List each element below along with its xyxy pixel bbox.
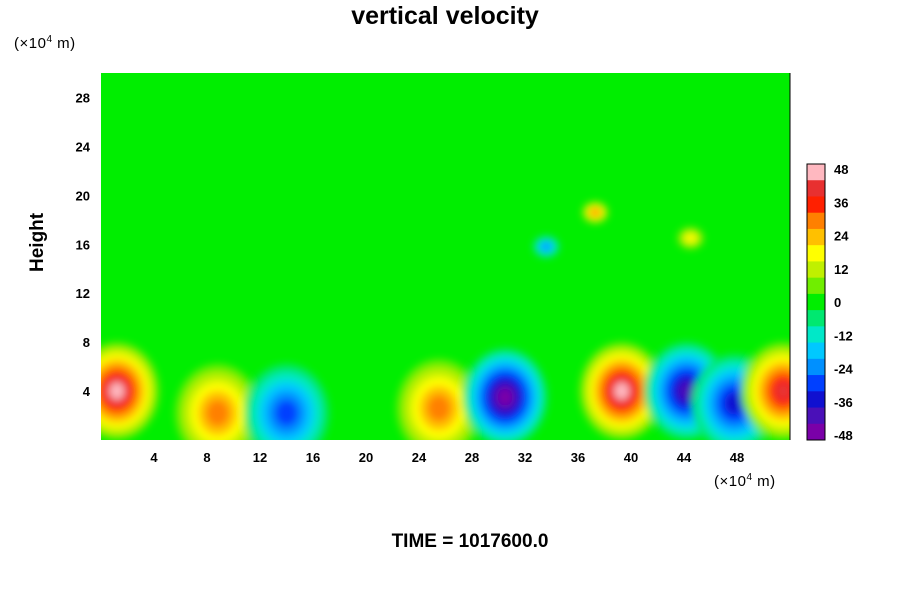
colorbar-swatch [807,293,825,311]
colorbar-swatch [807,423,825,441]
colorbar-swatch [807,326,825,344]
y-axis-unit: (×104 m) [14,34,76,52]
y-tick-label: 24 [76,139,91,154]
contour-level [774,381,790,401]
colorbar-border [806,163,826,441]
field-feature-11 [677,227,704,250]
x-unit-suffix: m) [752,473,776,490]
contour-level [684,233,697,243]
colorbar-swatch [807,196,825,214]
x-tick-label: 44 [677,450,692,465]
colorbar-tick-labels: 48 36 24 12 0 -12 -24 -36 -48 [834,162,854,443]
x-unit-prefix: (×10 [714,473,747,490]
field-feature-2 [244,364,329,440]
x-unit-exponent: 4 [746,472,753,483]
field-feature-4 [462,348,548,440]
x-tick-label: 32 [518,450,532,465]
field-feature-1 [175,364,260,440]
x-tick-label: 8 [203,450,210,465]
y-tick-label: 12 [76,286,90,301]
colorbar-swatch [807,407,825,425]
x-tick-label: 16 [306,450,320,465]
velocity-field [101,201,790,440]
x-tick-label: 20 [359,450,373,465]
y-tick-label: 20 [76,188,90,203]
colorbar-swatch [807,212,825,230]
field-feature-10 [532,235,560,258]
colorbar-tick-label: 24 [834,229,849,244]
field-feature-8 [740,342,790,440]
y-tick-labels: 4 8 12 16 20 24 28 [76,90,91,399]
field-feature-5 [579,342,665,440]
x-tick-labels: 4 8 12 16 20 24 28 32 36 40 44 48 [150,450,744,465]
colorbar-swatch [807,228,825,246]
x-tick-label: 4 [150,450,158,465]
colorbar-swatch [807,164,825,181]
colorbar-swatch [807,358,825,376]
time-footer: TIME = 1017600.0 [391,531,549,552]
colorbar-tick-label: 48 [834,162,848,177]
colorbar-tick-label: -12 [834,328,853,343]
contour-level [724,392,745,415]
colorbar-tick-label: -36 [834,395,853,410]
x-tick-label: 48 [730,450,744,465]
colorbar-swatch [807,261,825,279]
contour-level [427,394,451,422]
colorbar-swatch [807,342,825,360]
y-unit-exponent: 4 [46,34,53,45]
x-tick-label: 24 [412,450,427,465]
contour-level [541,243,551,251]
y-unit-prefix: (×10 [14,35,47,52]
field-feature-9 [581,201,609,224]
colorbar-swatch [807,245,825,262]
x-tick-label: 40 [624,450,638,465]
y-tick-label: 8 [83,335,90,350]
colorbar-tick-label: 0 [834,295,841,310]
x-tick-label: 36 [571,450,585,465]
x-tick-label: 28 [465,450,479,465]
colorbar-tick-label: 12 [834,262,848,277]
colorbar-swatch [807,391,825,409]
y-tick-label: 16 [76,237,90,252]
chart-title: vertical velocity [351,2,539,30]
colorbar-swatch [807,180,825,197]
y-tick-label: 28 [76,90,90,105]
contour-level [614,382,630,400]
contour-level [109,382,125,400]
y-unit-suffix: m) [52,35,76,52]
colorbar-tick-label: -24 [834,362,854,377]
field-feature-0 [101,342,160,440]
y-tick-label: 4 [83,384,91,399]
x-axis-unit: (×104 m) [714,472,776,490]
colorbar-swatch [807,375,825,392]
contour-level [591,209,599,216]
colorbar-swatch [807,310,825,327]
contour-level [497,388,513,406]
x-tick-label: 12 [253,450,267,465]
colorbar [806,163,826,441]
colorbar-tick-label: 36 [834,195,848,210]
contour-level [274,399,299,427]
colorbar-tick-label: -48 [834,428,853,443]
colorbar-swatch [807,277,825,295]
contour-level [206,399,230,427]
field-feature-3 [396,359,482,440]
contour-level [678,381,696,401]
